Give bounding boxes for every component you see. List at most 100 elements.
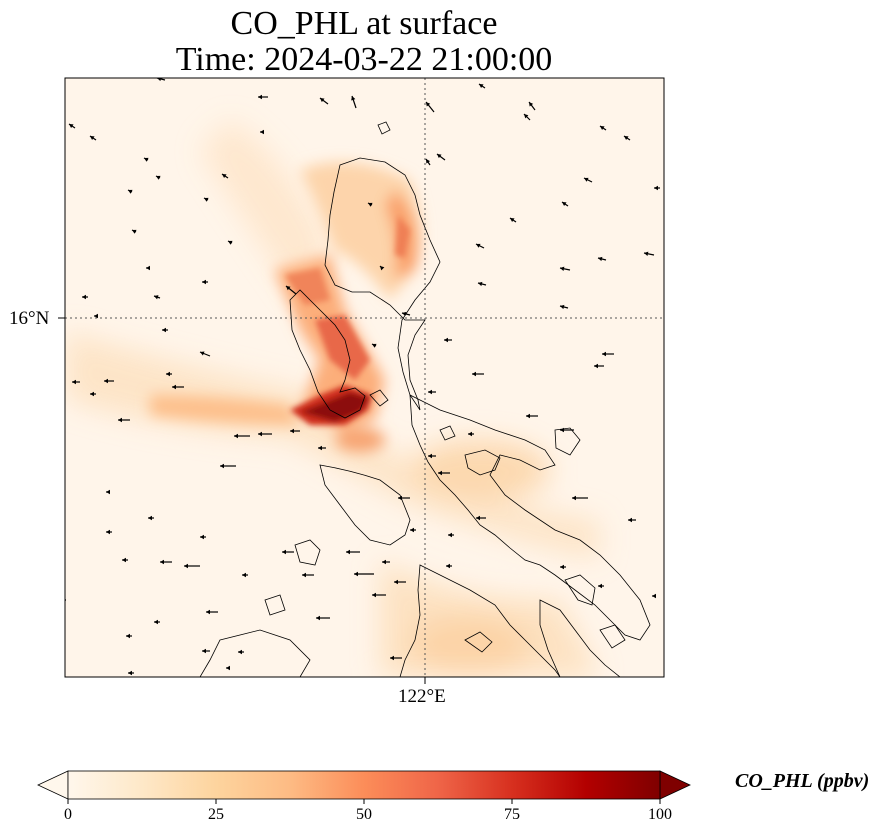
wind-vector-head bbox=[398, 495, 402, 501]
wind-vector-head bbox=[154, 619, 158, 625]
wind-vector-head bbox=[652, 593, 656, 599]
wind-vector-head bbox=[382, 559, 386, 565]
map-title-time: Time: 2024-03-22 21:00:00 bbox=[175, 41, 553, 78]
wind-vector-head bbox=[602, 351, 606, 357]
wind-vector-head bbox=[206, 609, 210, 615]
wind-vector-head bbox=[624, 136, 629, 141]
wind-vector-head bbox=[90, 391, 94, 397]
wind-vector-head bbox=[524, 114, 529, 119]
wind-vector-head bbox=[654, 185, 658, 191]
wind-vector-head bbox=[94, 313, 98, 319]
wind-vector-head bbox=[479, 84, 484, 89]
wind-vector-head bbox=[202, 648, 206, 654]
wind-vectors bbox=[60, 78, 660, 676]
wind-vector-head bbox=[166, 371, 170, 377]
wind-vector-head bbox=[106, 489, 110, 495]
wind-vector-head bbox=[126, 633, 130, 639]
wind-vector-head bbox=[200, 351, 205, 356]
wind-vector-head bbox=[526, 413, 530, 419]
concentration-field bbox=[65, 78, 664, 677]
wind-vector-head bbox=[394, 579, 398, 585]
wind-vector-head bbox=[222, 174, 227, 179]
wind-vector-head bbox=[320, 98, 325, 103]
wind-vector-head bbox=[60, 598, 64, 602]
wind-vector-head bbox=[529, 102, 534, 107]
wind-vector-head bbox=[148, 515, 152, 521]
wind-vector-head bbox=[160, 559, 164, 565]
wind-vector-head bbox=[258, 94, 262, 100]
wind-vector-head bbox=[128, 189, 133, 194]
colorbar-gradient bbox=[67, 770, 661, 800]
wind-vector-head bbox=[594, 363, 598, 369]
lat-tick-label: 16°N bbox=[9, 308, 50, 329]
wind-vector-head bbox=[426, 102, 431, 107]
wind-vector-head bbox=[157, 78, 162, 82]
wind-vector-head bbox=[372, 343, 377, 348]
wind-vector-head bbox=[238, 649, 242, 655]
colorbar-tick-label: 25 bbox=[208, 806, 224, 823]
wind-vector-head bbox=[476, 515, 480, 521]
wind-vector-head bbox=[600, 126, 605, 131]
wind-vector-head bbox=[476, 243, 481, 248]
wind-vector-head bbox=[351, 96, 356, 101]
wind-vector-head bbox=[448, 532, 452, 538]
wind-vector-head bbox=[444, 337, 448, 343]
wind-vector-head bbox=[69, 124, 74, 129]
wind-vector-head bbox=[562, 202, 567, 207]
wind-vector-head bbox=[128, 670, 132, 676]
wind-vector-head bbox=[122, 557, 126, 563]
wind-vector-head bbox=[426, 159, 431, 164]
wind-vector-head bbox=[380, 266, 385, 271]
wind-vector-head bbox=[468, 431, 472, 437]
wind-vector-head bbox=[290, 428, 294, 434]
wind-vector-head bbox=[106, 529, 110, 535]
wind-vector-head bbox=[172, 384, 176, 390]
colorbar bbox=[37, 770, 691, 804]
wind-vector-head bbox=[510, 218, 515, 223]
wind-vector-head bbox=[428, 389, 432, 395]
wind-vector-head bbox=[226, 665, 230, 671]
colorbar-tick-label: 50 bbox=[356, 806, 372, 823]
wind-vector-head bbox=[584, 177, 589, 182]
wind-vector-head bbox=[446, 563, 450, 569]
wind-vector-head bbox=[410, 527, 414, 533]
wind-vector-head bbox=[204, 197, 209, 202]
colorbar-extend-low bbox=[37, 770, 69, 800]
wind-vector-head bbox=[644, 251, 649, 256]
wind-vector-head bbox=[598, 256, 603, 262]
map-title-variable: CO_PHL at surface bbox=[230, 5, 498, 42]
wind-vector-head bbox=[560, 304, 565, 310]
wind-vector-head bbox=[598, 583, 602, 589]
wind-vector-head bbox=[316, 615, 320, 621]
wind-vector-head bbox=[302, 572, 306, 578]
wind-vector-head bbox=[478, 281, 483, 287]
wind-vector-head bbox=[260, 129, 264, 135]
coastlines bbox=[199, 121, 651, 677]
wind-vector-head bbox=[286, 286, 291, 291]
wind-vector-head bbox=[282, 549, 286, 555]
wind-vector-head bbox=[132, 229, 137, 234]
wind-vector-head bbox=[372, 592, 376, 598]
wind-vector-head bbox=[200, 534, 204, 540]
wind-vector-head bbox=[118, 417, 122, 423]
lon-tick-label: 122°E bbox=[398, 686, 446, 707]
wind-vector-head bbox=[437, 154, 442, 159]
colorbar-label: CO_PHL (ppbv) bbox=[735, 770, 870, 792]
colorbar-tick-label: 75 bbox=[504, 806, 520, 823]
wind-vector-head bbox=[154, 295, 159, 300]
wind-vector-head bbox=[428, 453, 432, 459]
wind-vector-head bbox=[402, 311, 407, 317]
wind-vector-head bbox=[184, 563, 188, 569]
wind-vector-head bbox=[318, 445, 322, 451]
wind-vector-head bbox=[146, 265, 150, 271]
colorbar-tick-marks bbox=[67, 799, 661, 804]
wind-vector-head bbox=[144, 157, 149, 162]
map-frame bbox=[64, 77, 665, 678]
wind-vector-head bbox=[220, 463, 224, 469]
wind-vector-head bbox=[628, 517, 632, 523]
wind-vector-head bbox=[438, 470, 442, 476]
wind-vector-head bbox=[228, 240, 233, 245]
wind-vector-head bbox=[104, 378, 108, 384]
wind-vector-head bbox=[354, 571, 358, 577]
